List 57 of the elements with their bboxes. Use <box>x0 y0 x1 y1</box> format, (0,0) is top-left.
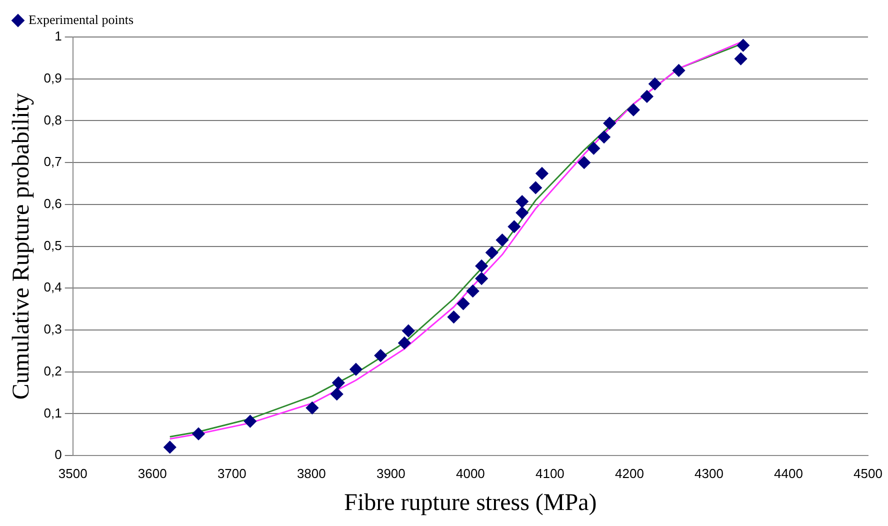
x-tick-label: 4100 <box>535 466 564 481</box>
x-tick-label: 4400 <box>774 466 803 481</box>
y-tick-label: 0,9 <box>44 70 62 86</box>
point <box>578 156 590 169</box>
point <box>734 52 748 66</box>
point <box>192 428 205 440</box>
x-tick-label: 4300 <box>694 466 724 481</box>
point <box>587 142 600 155</box>
x-tick-label: 4200 <box>615 466 644 481</box>
y-tick-label: 0 <box>54 447 62 462</box>
x-tick-label: 4000 <box>456 466 485 481</box>
point <box>486 246 498 259</box>
point <box>475 260 488 272</box>
point <box>627 104 640 116</box>
point <box>536 167 548 180</box>
x-tick-label: 3800 <box>296 466 326 481</box>
point <box>640 90 654 103</box>
point <box>529 181 542 194</box>
point <box>374 349 387 362</box>
point <box>508 220 520 233</box>
y-tick-label: 0,4 <box>44 280 62 295</box>
point <box>306 402 318 414</box>
y-tick-label: 0,1 <box>44 405 62 420</box>
x-tick-label: 3700 <box>217 466 246 481</box>
point <box>672 64 686 77</box>
point <box>330 388 344 400</box>
point <box>350 363 362 376</box>
point <box>402 324 415 338</box>
point <box>466 284 480 298</box>
point <box>736 39 750 52</box>
y-axis-title: Cumulative Rupture probability <box>8 92 35 400</box>
point <box>598 130 610 144</box>
y-tick-label: 0,7 <box>44 154 62 170</box>
x-tick-label: 3600 <box>138 466 167 481</box>
y-tick-label: 0,3 <box>44 322 62 337</box>
point <box>244 415 256 428</box>
legend-label: Experimental points <box>28 12 134 27</box>
point <box>603 116 616 130</box>
point <box>516 195 528 208</box>
y-tick-label: 0,5 <box>44 238 62 253</box>
point <box>332 376 345 390</box>
point <box>475 272 488 285</box>
y-tick-label: 0,8 <box>44 112 62 128</box>
point <box>398 336 411 350</box>
x-axis-title: Fibre rupture stress (MPa) <box>344 490 597 516</box>
x-tick-label: 3500 <box>58 466 88 481</box>
point <box>516 206 528 220</box>
x-tick-label: 4500 <box>854 466 882 481</box>
x-tick-label: 3900 <box>376 466 406 481</box>
point <box>648 78 662 90</box>
y-tick-label: 0,2 <box>44 363 62 378</box>
point <box>164 440 176 454</box>
y-tick-label: 0,6 <box>44 196 62 212</box>
point <box>447 310 460 324</box>
y-tick-label: 1 <box>54 28 62 44</box>
point <box>457 297 470 310</box>
point <box>496 234 508 246</box>
